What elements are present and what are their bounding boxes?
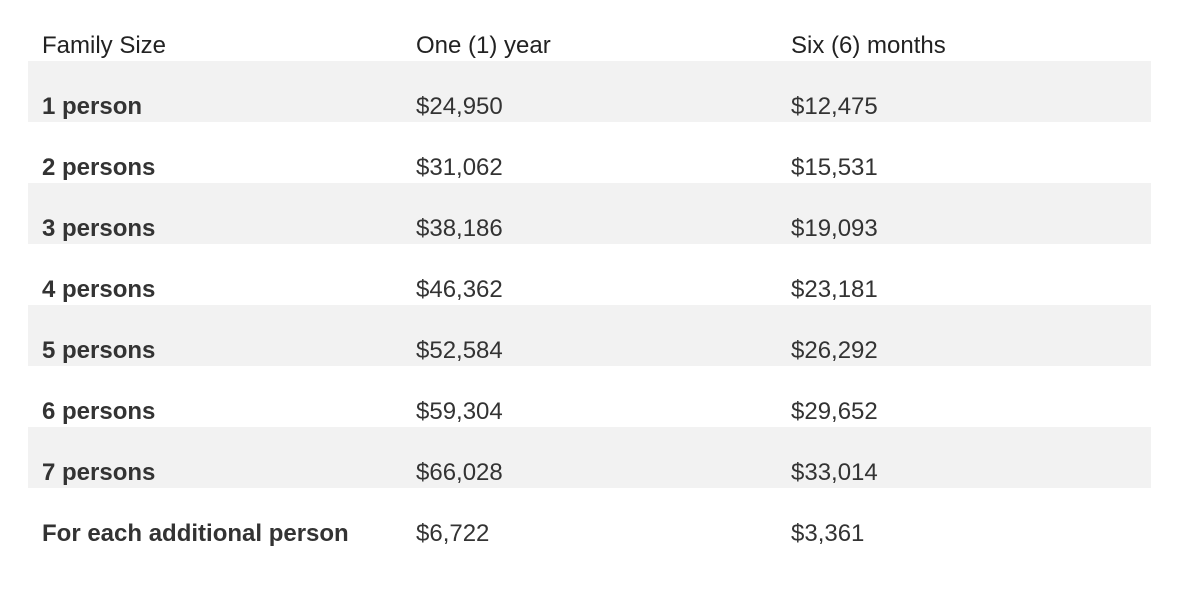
table-cell: $24,950 [416,93,503,120]
table-row: 3 persons $38,186 $19,093 [28,183,1151,244]
table-cell: $26,292 [791,337,878,364]
table-cell: 3 persons [42,215,156,242]
table-cell: $3,361 [791,520,865,547]
header-row: Family Size One (1) year Six (6) months [28,0,1151,61]
table-row: 4 persons $46,362 $23,181 [28,244,1151,305]
table-cell: $59,304 [416,398,503,425]
table-cell: $12,475 [791,93,878,120]
table-cell: $31,062 [416,154,503,181]
table-cell: One (1) year [416,32,551,59]
table-cell: $66,028 [416,459,503,486]
table-row: 5 persons $52,584 $26,292 [28,305,1151,366]
table-cell: $6,722 [416,520,490,547]
table-cell: 4 persons [42,276,156,303]
table-cell: $38,186 [416,215,503,242]
table-cell: 7 persons [42,459,156,486]
table-cell: 6 persons [42,398,156,425]
table-cell: $33,014 [791,459,878,486]
table-row: For each additional person $6,722 $3,361 [28,488,1151,549]
table-row: 1 person $24,950 $12,475 [28,61,1151,122]
table-cell: 5 persons [42,337,156,364]
table-cell: $19,093 [791,215,878,242]
table-cell: For each additional person [42,520,349,547]
table-row: 7 persons $66,028 $33,014 [28,427,1151,488]
table-cell: $23,181 [791,276,878,303]
table-cell: Six (6) months [791,32,946,59]
table-cell: $15,531 [791,154,878,181]
table-cell: 2 persons [42,154,156,181]
table-cell: Family Size [42,32,167,59]
table-row: 6 persons $59,304 $29,652 [28,366,1151,427]
table-cell: 1 person [42,93,143,120]
table-row: 2 persons $31,062 $15,531 [28,122,1151,183]
table-cell: $46,362 [416,276,503,303]
table-cell: $29,652 [791,398,878,425]
table-cell: $52,584 [416,337,503,364]
